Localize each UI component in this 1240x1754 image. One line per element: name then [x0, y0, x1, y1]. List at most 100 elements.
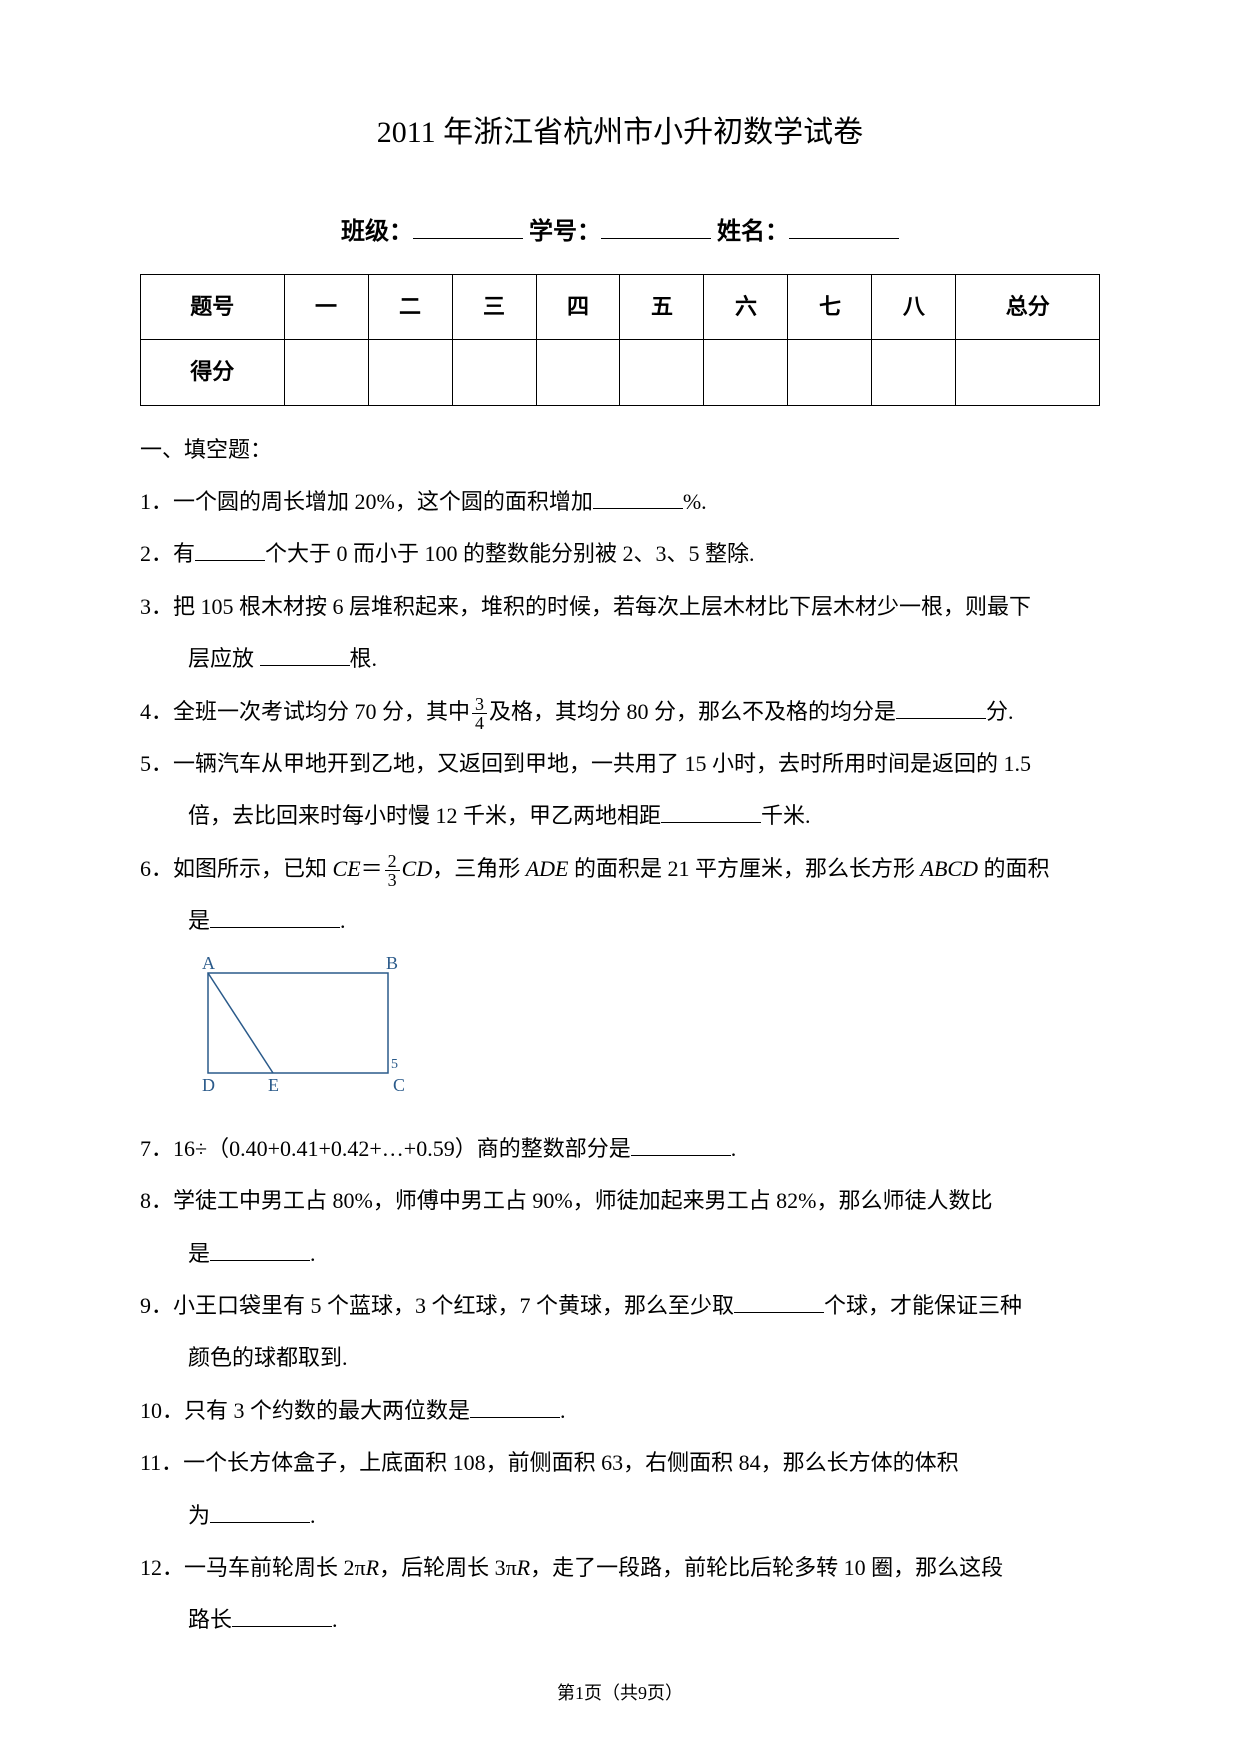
q6-mid2: 的面积是 21 平方厘米，那么长方形	[569, 856, 921, 881]
q1-text: 1．一个圆的周长增加 20%，这个圆的面积增加	[140, 489, 593, 514]
col-header: 七	[788, 274, 872, 339]
question-3-cont: 层应放 根.	[140, 635, 1100, 683]
question-5: 5．一辆汽车从甲地开到乙地，又返回到甲地，一共用了 15 小时，去时所用时间是返…	[140, 740, 1100, 788]
question-10: 10．只有 3 个约数的最大两位数是.	[140, 1387, 1100, 1435]
fill-blank	[210, 908, 340, 928]
score-cell	[536, 340, 620, 405]
question-11-cont: 为.	[140, 1492, 1100, 1540]
table-header-row: 题号 一 二 三 四 五 六 七 八 总分	[141, 274, 1100, 339]
q6-mid3: 的面积	[978, 856, 1050, 881]
q9-suffix: 个球，才能保证三种	[824, 1293, 1022, 1318]
q12-line2-suffix: .	[332, 1607, 338, 1632]
question-7: 7．16÷（0.40+0.41+0.42+…+0.59）商的整数部分是.	[140, 1125, 1100, 1173]
q10-prefix: 10．只有 3 个约数的最大两位数是	[140, 1398, 470, 1423]
question-1: 1．一个圆的周长增加 20%，这个圆的面积增加%.	[140, 478, 1100, 526]
q11-line2-suffix: .	[310, 1503, 316, 1528]
fill-blank	[470, 1398, 560, 1418]
q10-suffix: .	[560, 1398, 566, 1423]
fill-blank	[260, 646, 350, 666]
col-header: 三	[452, 274, 536, 339]
q6-prefix: 6．如图所示，已知	[140, 856, 333, 881]
id-label: 学号：	[529, 206, 601, 259]
label-5: 5	[391, 1057, 398, 1072]
fraction: 23	[385, 852, 400, 889]
student-info-line: 班级： 学号： 姓名：	[140, 206, 1100, 259]
page-title: 2011 年浙江省杭州市小升初数学试卷	[140, 100, 1100, 166]
q12-prefix: 12．一马车前轮周长 2π	[140, 1555, 366, 1580]
q9-line2: 颜色的球都取到.	[188, 1345, 348, 1370]
fill-blank	[631, 1136, 731, 1156]
question-9-cont: 颜色的球都取到.	[140, 1334, 1100, 1382]
q11-line1: 11．一个长方体盒子，上底面积 108，前侧面积 63，右侧面积 84，那么长方…	[140, 1450, 959, 1475]
row-label: 得分	[141, 340, 285, 405]
label-e: E	[268, 1075, 279, 1095]
q1-suffix: %.	[683, 489, 707, 514]
table-score-row: 得分	[141, 340, 1100, 405]
score-cell	[452, 340, 536, 405]
question-4: 4．全班一次考试均分 70 分，其中34及格，其均分 80 分，那么不及格的均分…	[140, 688, 1100, 736]
label-d: D	[202, 1075, 215, 1095]
page-footer: 第1页（共9页）	[0, 1674, 1240, 1714]
q12-mid: ，后轮周长 3π	[379, 1555, 517, 1580]
q5-line1: 5．一辆汽车从甲地开到乙地，又返回到甲地，一共用了 15 小时，去时所用时间是返…	[140, 751, 1031, 776]
geometry-figure: A B C D E 5	[188, 953, 1100, 1120]
q4-mid: 及格，其均分 80 分，那么不及格的均分是	[489, 699, 896, 724]
question-12: 12．一马车前轮周长 2πR，后轮周长 3πR，走了一段路，前轮比后轮多转 10…	[140, 1544, 1100, 1592]
score-cell	[620, 340, 704, 405]
class-blank	[413, 217, 523, 239]
question-11: 11．一个长方体盒子，上底面积 108，前侧面积 63，右侧面积 84，那么长方…	[140, 1439, 1100, 1487]
name-blank	[789, 217, 899, 239]
q11-line2-prefix: 为	[188, 1503, 210, 1528]
fraction-num: 3	[472, 695, 487, 714]
q3-line2-prefix: 层应放	[188, 646, 260, 671]
q8-line2-prefix: 是	[188, 1241, 210, 1266]
fraction: 34	[472, 695, 487, 732]
question-2: 2．有个大于 0 而小于 100 的整数能分别被 2、3、5 整除.	[140, 530, 1100, 578]
var-r1: R	[366, 1555, 379, 1580]
fill-blank	[734, 1293, 824, 1313]
q8-line1: 8．学徒工中男工占 80%，师傅中男工占 90%，师徒加起来男工占 82%，那么…	[140, 1188, 992, 1213]
question-12-cont: 路长.	[140, 1596, 1100, 1644]
col-header: 总分	[956, 274, 1100, 339]
q7-prefix: 7．16÷（0.40+0.41+0.42+…+0.59）商的整数部分是	[140, 1136, 631, 1161]
question-9: 9．小王口袋里有 5 个蓝球，3 个红球，7 个黄球，那么至少取 个球，才能保证三…	[140, 1282, 1100, 1330]
score-cell	[872, 340, 956, 405]
col-header: 二	[368, 274, 452, 339]
col-header: 四	[536, 274, 620, 339]
q5-line2-suffix: 千米.	[761, 803, 811, 828]
question-5-cont: 倍，去比回来时每小时慢 12 千米，甲乙两地相距千米.	[140, 792, 1100, 840]
fraction-den: 3	[385, 871, 400, 889]
score-table: 题号 一 二 三 四 五 六 七 八 总分 得分	[140, 274, 1100, 406]
class-label: 班级：	[341, 206, 413, 259]
score-cell	[704, 340, 788, 405]
q6-line2-prefix: 是	[188, 908, 210, 933]
question-6-cont: 是.	[140, 897, 1100, 945]
q4-suffix: 分.	[986, 699, 1014, 724]
q12-mid2: ，走了一段路，前轮比后轮多转 10 圈，那么这段	[530, 1555, 1003, 1580]
q6-line2-suffix: .	[340, 908, 346, 933]
fill-blank	[210, 1503, 310, 1523]
col-header: 一	[284, 274, 368, 339]
q4-prefix: 4．全班一次考试均分 70 分，其中	[140, 699, 470, 724]
score-cell	[368, 340, 452, 405]
col-header: 五	[620, 274, 704, 339]
q9-prefix: 9．小王口袋里有 5 个蓝球，3 个红球，7 个黄球，那么至少取	[140, 1293, 734, 1318]
q12-line2-prefix: 路长	[188, 1607, 232, 1632]
label-b: B	[386, 953, 398, 973]
col-header: 六	[704, 274, 788, 339]
fill-blank	[195, 541, 265, 561]
question-6: 6．如图所示，已知 CE＝23CD，三角形 ADE 的面积是 21 平方厘米，那…	[140, 845, 1100, 893]
var-abcd: ABCD	[921, 856, 978, 881]
fraction-den: 4	[472, 714, 487, 732]
question-8-cont: 是.	[140, 1230, 1100, 1278]
q7-suffix: .	[731, 1136, 737, 1161]
score-cell	[956, 340, 1100, 405]
q3-line2-suffix: 根.	[350, 646, 378, 671]
question-3: 3．把 105 根木材按 6 层堆积起来，堆积的时候，若每次上层木材比下层木材少…	[140, 583, 1100, 631]
score-cell	[284, 340, 368, 405]
var-ade: ADE	[526, 856, 569, 881]
q2-prefix: 2．有	[140, 541, 195, 566]
col-header: 八	[872, 274, 956, 339]
figure-svg: A B C D E 5	[188, 953, 418, 1103]
fill-blank	[210, 1241, 310, 1261]
